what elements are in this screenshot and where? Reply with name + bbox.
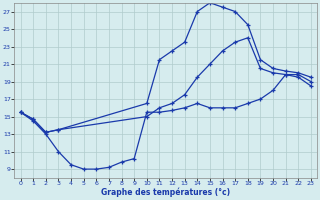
X-axis label: Graphe des températures (°c): Graphe des températures (°c) [101,188,230,197]
